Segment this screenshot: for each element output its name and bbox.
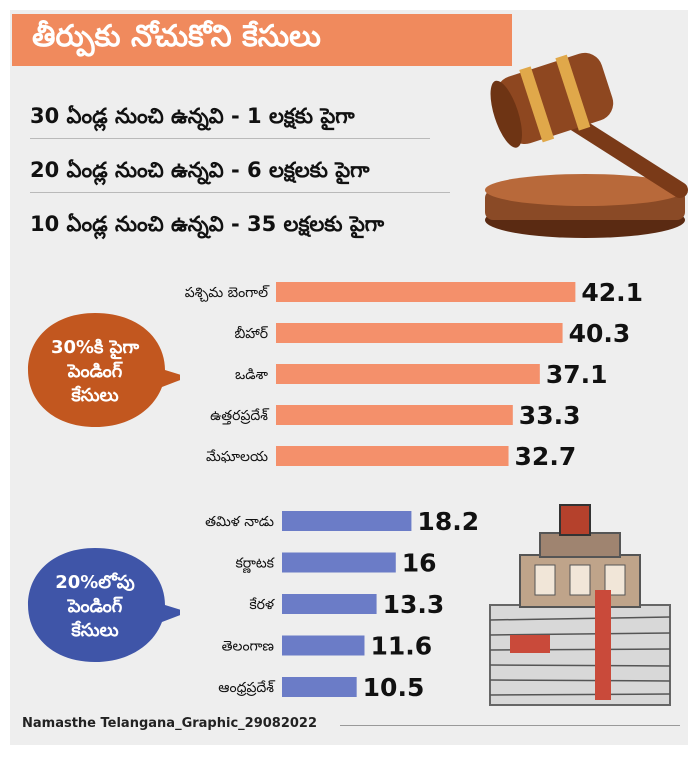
low-callout-line1: 20%లోపు: [55, 572, 135, 593]
footer-divider: [340, 725, 680, 726]
category-label: ఒడిశా: [235, 367, 269, 383]
bar: [276, 282, 576, 302]
category-label: బీహార్: [234, 326, 268, 342]
high-callout-line2: పెండింగ్: [67, 361, 123, 382]
stat-30-years: 30 ఏండ్ల నుంచి ఉన్నవి - 1 లక్షకు పైగా: [30, 104, 355, 128]
high-callout-bubble: [28, 313, 180, 427]
low-callout-line3: కేసులు: [71, 620, 119, 641]
low-callout-text: 20%లోపు పెండింగ్ కేసులు: [30, 571, 160, 643]
bar: [276, 364, 540, 384]
category-label: కర్ణాటక: [235, 556, 274, 574]
pending-files-icon: [489, 504, 671, 706]
chart-title: తీర్పుకు నోచుకోని కేసులు: [12, 14, 512, 66]
value-label: 16: [402, 549, 437, 578]
high-callout-line1: 30%కి పైగా: [50, 337, 140, 358]
low-callout-bubble: [28, 548, 180, 662]
high-callout-text: 30%కి పైగా పెండింగ్ కేసులు: [30, 336, 160, 408]
category-label: ఉత్తరప్రదేశ్: [210, 408, 269, 425]
value-label: 40.3: [569, 319, 631, 348]
bar: [276, 405, 513, 425]
category-label: పశ్చిమ బెంగాల్: [185, 285, 270, 302]
bar: [282, 511, 412, 531]
category-label: కేరళ: [249, 597, 275, 613]
value-label: 33.3: [519, 401, 581, 430]
category-label: ఆంధ్రప్రదేశ్: [218, 680, 275, 696]
category-label: తెలంగాణ: [222, 639, 275, 655]
divider: [30, 192, 450, 193]
low-callout-line2: పెండింగ్: [67, 596, 123, 617]
value-label: 42.1: [581, 278, 643, 307]
category-label: తమిళ నాడు: [205, 514, 274, 530]
value-label: 11.6: [370, 632, 432, 661]
bar: [276, 446, 509, 466]
bar: [282, 594, 377, 614]
graphic-credit: Namasthe Telangana_Graphic_29082022: [22, 716, 318, 731]
stat-10-years: 10 ఏండ్ల నుంచి ఉన్నవి - 35 లక్షలకు పైగా: [30, 212, 385, 236]
value-label: 10.5: [363, 673, 425, 702]
bar: [282, 677, 357, 697]
category-label: మేఘాలయ: [206, 449, 268, 465]
gavel-icon: [485, 52, 688, 238]
value-label: 18.2: [417, 507, 479, 536]
high-callout-line3: కేసులు: [71, 385, 119, 406]
value-label: 37.1: [546, 360, 608, 389]
bar: [282, 635, 365, 656]
stat-20-years: 20 ఏండ్ల నుంచి ఉన్నవి - 6 లక్షలకు పైగా: [30, 158, 370, 182]
value-label: 32.7: [515, 442, 577, 471]
divider: [30, 138, 430, 139]
bar: [282, 552, 396, 573]
value-label: 13.3: [383, 590, 445, 619]
bar: [276, 323, 563, 343]
